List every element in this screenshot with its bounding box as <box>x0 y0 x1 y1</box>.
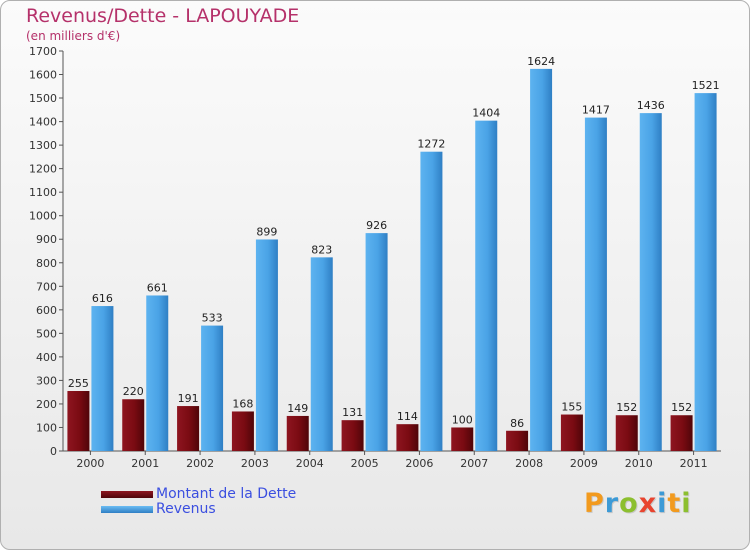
bar-revenue <box>146 295 169 451</box>
data-label-revenue: 1272 <box>417 138 445 151</box>
axes-group: 0 100 200 300 400 500 600 700 800 900 1000 1100 1200… <box>29 45 721 470</box>
bar-revenue <box>420 151 443 452</box>
data-label-debt: 255 <box>68 377 89 390</box>
data-label-revenue: 1624 <box>527 55 555 68</box>
y-tick-label: 1200 <box>29 163 57 176</box>
bar-debt <box>506 430 529 451</box>
y-tick-label: 1000 <box>29 210 57 223</box>
bar-debt <box>122 399 145 451</box>
data-label-debt: 86 <box>510 417 524 430</box>
bars-group <box>67 68 717 452</box>
legend-label-debt: Montant de la Dette <box>156 486 297 502</box>
bar-debt <box>67 391 90 451</box>
bar-revenue <box>310 257 333 451</box>
chart-title: Revenus/Dette - LAPOUYADE <box>26 5 300 27</box>
logo-letter-5: t <box>667 488 682 519</box>
data-label-debt: 152 <box>671 401 692 414</box>
bar-debt <box>615 415 638 451</box>
bar-revenue <box>694 93 717 451</box>
data-label-debt: 155 <box>561 401 582 414</box>
y-tick-label: 500 <box>36 327 57 340</box>
y-tick-label: 100 <box>36 421 57 434</box>
data-label-debt: 149 <box>287 402 308 415</box>
x-tick-label: 2004 <box>296 457 324 470</box>
bar-revenue <box>639 113 662 451</box>
y-tick-label: 1600 <box>29 69 57 82</box>
bar-revenue <box>475 120 498 451</box>
logo-letter-6: i <box>681 488 692 519</box>
data-label-revenue: 1417 <box>582 104 610 117</box>
logo-letter-4: i <box>657 488 668 519</box>
data-label-revenue: 533 <box>202 312 223 325</box>
data-label-debt: 131 <box>342 406 363 419</box>
x-tick-label: 2011 <box>680 457 708 470</box>
bar-revenue <box>365 233 388 451</box>
y-tick-label: 700 <box>36 280 57 293</box>
y-tick-label: 900 <box>36 233 57 246</box>
y-tick-label: 1100 <box>29 186 57 199</box>
x-tick-label: 2007 <box>460 457 488 470</box>
y-tick-label: 800 <box>36 257 57 270</box>
y-tick-label: 400 <box>36 351 57 364</box>
bar-debt <box>396 424 419 451</box>
x-tick-label: 2003 <box>241 457 269 470</box>
data-label-revenue: 823 <box>311 243 332 256</box>
data-label-debt: 220 <box>123 385 144 398</box>
data-label-revenue: 1521 <box>692 79 720 92</box>
proxiti-logo: Proxiti <box>584 488 692 519</box>
bar-revenue <box>91 306 114 451</box>
bar-debt <box>670 415 693 451</box>
bar-revenue <box>584 117 607 452</box>
legend-label-revenue: Revenus <box>156 501 216 517</box>
labels-group: 255 616 220 661 191 533 168 899 149 823 131 926 114 1… <box>68 55 720 430</box>
x-tick-label: 2006 <box>405 457 433 470</box>
y-tick-label: 0 <box>50 445 57 458</box>
y-tick-label: 1700 <box>29 45 57 58</box>
bar-revenue <box>201 325 224 451</box>
x-tick-label: 2010 <box>625 457 653 470</box>
bar-debt <box>560 414 583 451</box>
x-tick-label: 2000 <box>76 457 104 470</box>
y-tick-label: 600 <box>36 304 57 317</box>
bar-revenue <box>255 239 278 451</box>
x-tick-label: 2005 <box>351 457 379 470</box>
data-label-revenue: 1404 <box>472 107 500 120</box>
x-tick-label: 2001 <box>131 457 159 470</box>
bar-debt <box>286 415 309 451</box>
data-label-debt: 100 <box>452 413 473 426</box>
x-tick-label: 2009 <box>570 457 598 470</box>
data-label-revenue: 926 <box>366 219 387 232</box>
logo-letter-3: x <box>638 488 658 519</box>
data-label-debt: 152 <box>616 401 637 414</box>
y-tick-label: 200 <box>36 398 57 411</box>
y-tick-label: 1300 <box>29 139 57 152</box>
logo-letter-1: r <box>604 488 620 519</box>
data-label-revenue: 661 <box>147 281 168 294</box>
bar-debt <box>451 427 474 451</box>
data-label-revenue: 899 <box>256 225 277 238</box>
x-tick-label: 2002 <box>186 457 214 470</box>
y-tick-label: 1400 <box>29 116 57 129</box>
data-label-debt: 168 <box>232 397 253 410</box>
data-label-debt: 114 <box>397 410 418 423</box>
bar-debt <box>341 420 364 451</box>
bar-debt <box>177 406 200 451</box>
y-tick-label: 300 <box>36 374 57 387</box>
bar-debt <box>231 411 254 451</box>
logo-letter-2: o <box>619 488 639 519</box>
legend-swatch-revenue <box>101 506 153 513</box>
data-label-revenue: 616 <box>92 292 113 305</box>
legend-swatch-debt <box>101 491 153 498</box>
chart-subtitle: (en milliers d'€) <box>26 29 121 43</box>
x-tick-label: 2008 <box>515 457 543 470</box>
logo-letter-0: P <box>584 488 605 519</box>
bar-revenue <box>530 68 553 451</box>
y-tick-label: 1500 <box>29 92 57 105</box>
data-label-revenue: 1436 <box>637 99 665 112</box>
data-label-debt: 191 <box>178 392 199 405</box>
